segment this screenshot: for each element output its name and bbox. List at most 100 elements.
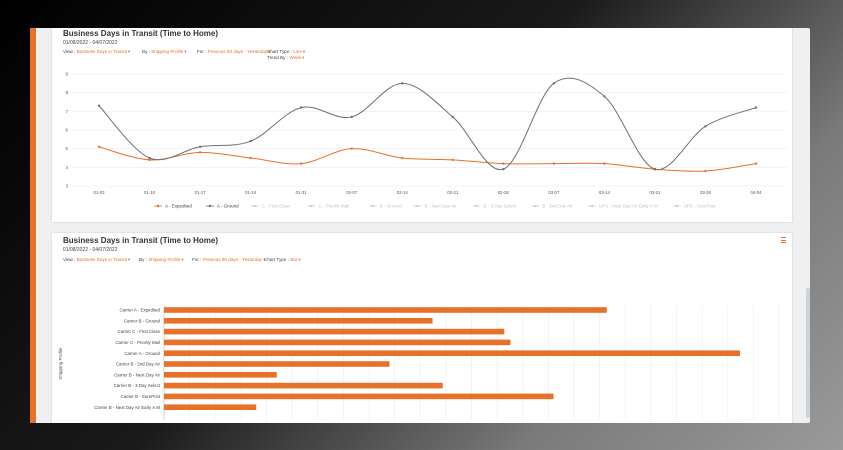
legend-item: C - Priority Mail	[318, 204, 349, 209]
bar	[164, 382, 443, 389]
bar	[164, 339, 511, 346]
panel-title: Business Days in Transit (Time to Home)	[63, 29, 219, 38]
data-point	[603, 95, 606, 98]
y-tick-label: Carrier A - Ground	[124, 351, 160, 356]
data-point	[451, 115, 454, 119]
data-point	[603, 162, 606, 165]
legend-dot	[371, 204, 374, 208]
chevron-down-icon: ▾	[301, 55, 305, 60]
legend-dot	[416, 204, 419, 208]
bar	[164, 372, 277, 378]
y-tick-label: Carrier B - SurePost	[120, 394, 160, 399]
x-tick-label: 02-07	[346, 190, 358, 195]
for-selector[interactable]: For : Previous 90 days - Yesterday▾	[197, 49, 271, 54]
data-point	[502, 162, 505, 165]
data-point	[148, 156, 151, 160]
x-tick-label: 01-24	[245, 190, 257, 195]
view-selector[interactable]: View : Business Days in Transit▾	[63, 257, 131, 262]
data-point	[552, 82, 556, 85]
line-chart-panel: Business Days in Transit (Time to Home) …	[52, 28, 792, 222]
accent-strip	[30, 28, 36, 423]
y-tick-label: 4	[65, 165, 68, 170]
bar	[164, 361, 390, 367]
y-tick-label: 6	[65, 128, 68, 133]
date-range: 01/08/2022 - 04/07/2022	[63, 247, 118, 253]
scrollbar[interactable]	[806, 288, 810, 418]
y-tick-label: Carrier B - Next Day Air	[114, 372, 160, 377]
data-point	[754, 162, 758, 165]
data-point	[653, 168, 657, 171]
by-selector[interactable]: By : Shipping Profile▾	[142, 49, 187, 54]
legend-dot	[310, 204, 313, 208]
data-point	[249, 140, 252, 143]
chevron-down-icon: ▾	[128, 257, 131, 262]
y-tick-label: Carrier B - 3 Day Select	[114, 383, 161, 388]
y-tick-label: Carrier B - 2nd Day Air	[116, 362, 161, 367]
legend-item: A - Expedited	[165, 204, 192, 209]
bar-chart: 00.250.50.7511.251.51.7522.252.52.7533.2…	[58, 305, 780, 420]
line-chart: 3 4 5 6 7 8 9 01-03 01-10 01-17 01-24 01-31 02-07 02-…	[65, 72, 787, 209]
data-point	[704, 169, 707, 173]
by-selector[interactable]: By : Shipping Profile▾	[139, 257, 184, 262]
legend-item: B - 2nd Day Air	[542, 204, 573, 209]
data-point	[299, 162, 303, 165]
legend-item: UPS - Next Day Air Early A.M	[599, 204, 658, 209]
data-point	[502, 168, 505, 171]
x-tick-label: 04-04	[751, 190, 763, 195]
for-selector[interactable]: For : Previous 90 days - Yesterday▾	[192, 257, 266, 262]
data-point	[451, 158, 454, 162]
legend-dot	[475, 204, 478, 208]
x-tick-label: 01-03	[94, 190, 106, 195]
data-point	[198, 145, 202, 148]
series-line	[98, 77, 757, 170]
x-tick-label: 01-10	[144, 190, 156, 195]
data-point	[97, 145, 101, 148]
x-tick-label: 02-14	[397, 190, 409, 195]
y-tick-label: 9	[65, 72, 68, 77]
chevron-down-icon: ▾	[268, 49, 271, 54]
y-tick-label: 3	[65, 184, 68, 189]
chart-type-selector[interactable]: Chart Type : Bar▾	[264, 257, 301, 262]
legend-item: C - First Class	[262, 204, 291, 209]
data-point	[249, 156, 252, 160]
data-point	[754, 106, 758, 109]
x-tick-label: 01-31	[296, 190, 308, 195]
data-point	[401, 82, 404, 85]
legend-dot	[208, 204, 212, 208]
legend-item: B - Next Day Air	[425, 204, 458, 209]
x-tick-label: 03-14	[599, 190, 611, 195]
bar	[164, 307, 607, 313]
chart-type-selector[interactable]: Chart Type : Line▾	[267, 49, 306, 54]
trend-selector[interactable]: Trend By : Week▾	[267, 55, 305, 60]
data-point	[401, 156, 404, 160]
y-tick-label: Carrier B - Next Day Air Early A.M	[94, 405, 160, 410]
bar-chart-panel: Business Days in Transit (Time to Home) …	[52, 233, 792, 423]
y-tick-label: 5	[65, 146, 68, 151]
legend-item: B - Ground	[380, 204, 403, 209]
data-point	[198, 151, 202, 154]
panel-title: Business Days in Transit (Time to Home)	[63, 236, 219, 245]
bar	[164, 318, 433, 324]
bar	[164, 404, 257, 410]
x-tick-label: 03-28	[700, 190, 712, 195]
legend-dot	[534, 204, 537, 208]
chevron-down-icon: ▾	[181, 257, 184, 262]
y-tick-label: Carrier B - Ground	[124, 318, 161, 323]
data-point	[148, 158, 151, 162]
x-tick-label: 02-28	[498, 190, 510, 195]
date-range: 01/08/2022 - 04/07/2022	[63, 40, 118, 46]
y-tick-label: Carrier C - Priority Mail	[115, 340, 160, 345]
series-line	[98, 146, 757, 172]
legend-item: A - Ground	[217, 204, 239, 209]
data-point	[350, 147, 353, 150]
legend-dot	[675, 204, 678, 208]
bar	[164, 393, 554, 400]
y-tick-label: Carrier C - First Class	[118, 329, 161, 334]
data-point	[97, 104, 101, 107]
y-axis-title: Shipping Profile	[58, 347, 63, 380]
data-point	[704, 125, 707, 128]
menu-icon[interactable]	[781, 237, 786, 243]
view-selector[interactable]: View : Business Days in Transit▾	[63, 49, 131, 54]
chevron-down-icon: ▾	[298, 257, 301, 262]
chevron-down-icon: ▾	[184, 49, 187, 54]
